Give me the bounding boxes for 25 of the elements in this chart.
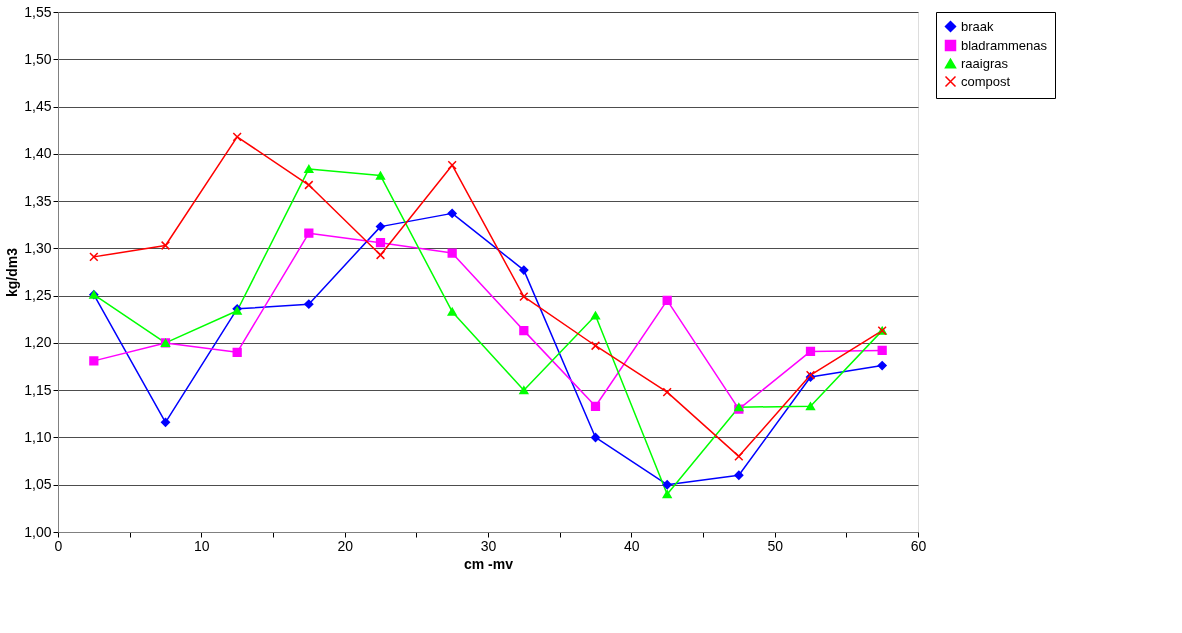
y-tick-label: 1,25 xyxy=(24,287,52,304)
legend-label: raaigras xyxy=(961,55,1009,71)
legend-label: braak xyxy=(961,18,995,34)
y-tick-label: 1,05 xyxy=(24,476,52,493)
y-tick-label: 1,20 xyxy=(24,334,52,351)
legend-label: bladrammenas xyxy=(961,37,1048,53)
x-tick-label: 40 xyxy=(624,537,640,554)
y-axis-title: kg/dm3 xyxy=(4,247,21,298)
y-tick-label: 1,55 xyxy=(24,3,52,20)
x-tick-label: 20 xyxy=(337,537,354,554)
x-tick-label: 60 xyxy=(910,537,927,554)
y-tick-label: 1,30 xyxy=(24,239,52,256)
y-tick-label: 1,00 xyxy=(24,523,52,540)
y-tick-label: 1,15 xyxy=(24,381,52,398)
x-tick-label: 50 xyxy=(767,537,784,554)
x-axis-title: cm -mv xyxy=(463,555,514,572)
y-tick-label: 1,10 xyxy=(24,428,52,445)
y-tick-label: 1,45 xyxy=(24,98,52,115)
x-tick-label: 0 xyxy=(54,537,63,554)
x-tick-label: 30 xyxy=(480,537,497,554)
y-tick-label: 1,35 xyxy=(24,192,52,209)
y-tick-label: 1,40 xyxy=(24,145,52,162)
legend-label: compost xyxy=(961,73,1011,89)
y-tick-label: 1,50 xyxy=(24,50,52,67)
x-tick-label: 10 xyxy=(194,537,210,554)
